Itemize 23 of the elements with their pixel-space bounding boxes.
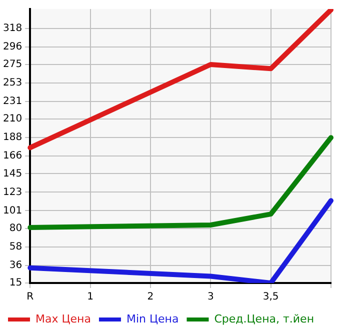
x-tick-label: 3,5 xyxy=(262,292,279,303)
legend-label: Min Цена xyxy=(126,312,179,326)
y-tick-label: 145 xyxy=(2,168,22,180)
y-tick-label: 36 xyxy=(9,260,22,271)
y-tick-label: 123 xyxy=(2,186,22,198)
y-tick-label: 231 xyxy=(2,96,22,108)
x-tick-label: 1 xyxy=(87,292,94,303)
x-tick-label: 2 xyxy=(147,292,154,303)
y-tick-label: 210 xyxy=(2,114,22,125)
y-tick-label: 15 xyxy=(9,278,22,289)
y-tick-label: 318 xyxy=(2,22,22,34)
y-tick-label: 166 xyxy=(2,150,22,162)
legend-label: Сред.Цена, т.йен xyxy=(214,312,314,326)
y-tick-label: 296 xyxy=(2,41,22,52)
y-tick-label: 253 xyxy=(2,78,22,89)
y-tick-label: 188 xyxy=(2,132,22,144)
legend-label: Max Цена xyxy=(36,312,91,326)
x-tick-label: 3 xyxy=(207,292,214,303)
y-tick-label: 275 xyxy=(2,59,22,70)
x-tick-label: R xyxy=(26,292,34,303)
y-tick-label: 80 xyxy=(9,222,22,234)
y-tick-label: 101 xyxy=(2,205,22,216)
y-tick-label: 58 xyxy=(9,241,22,252)
